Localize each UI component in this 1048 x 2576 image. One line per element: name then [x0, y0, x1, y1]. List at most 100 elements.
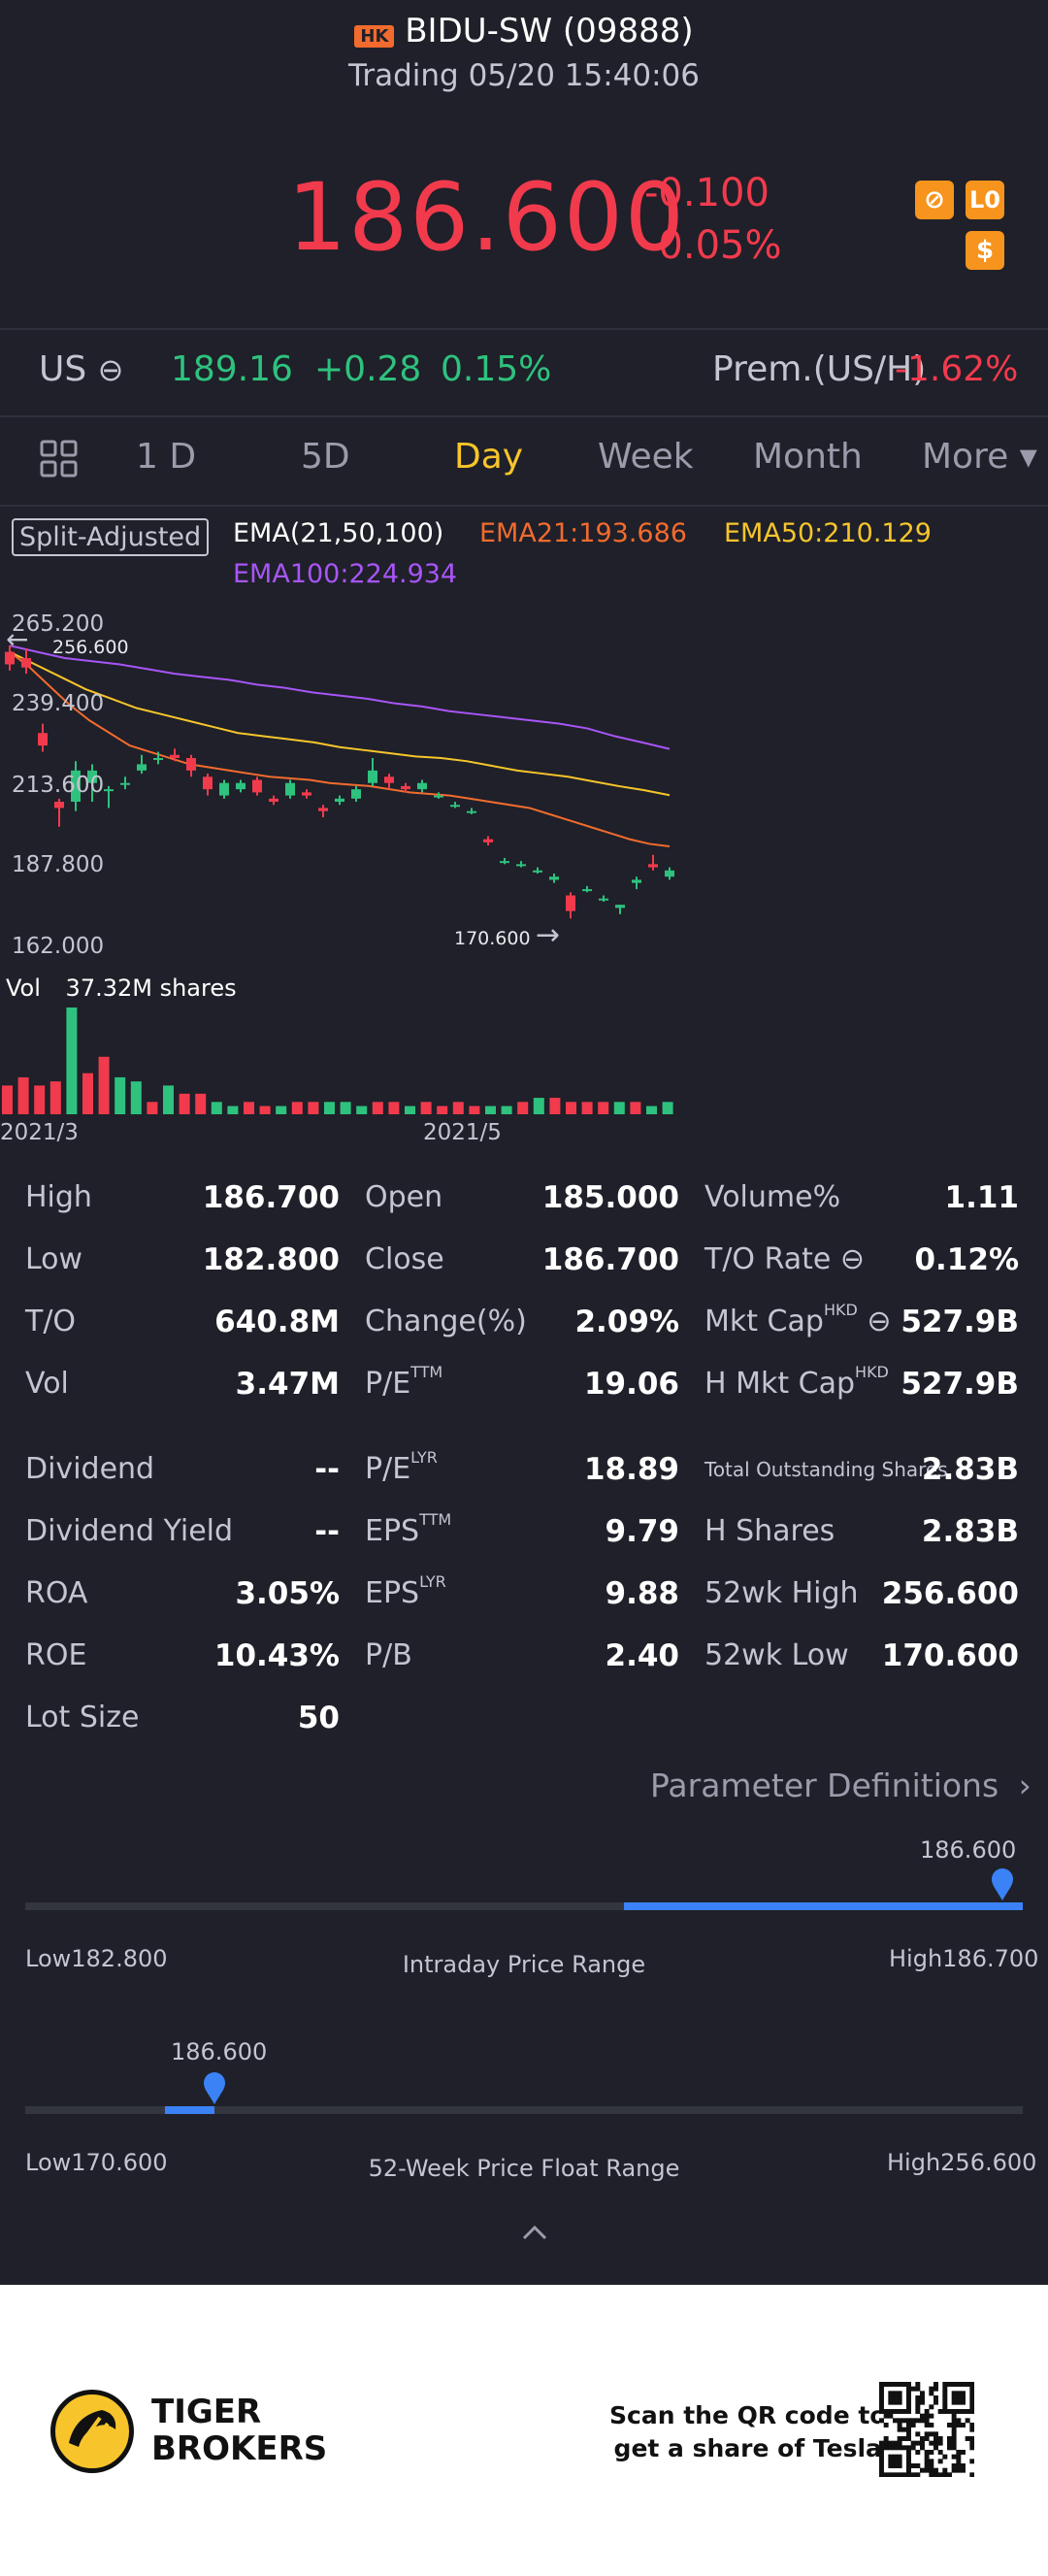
stat-value: 186.700	[202, 1180, 340, 1215]
stat-right-value: 0.12%	[914, 1242, 1019, 1277]
tab-1d[interactable]: 1 D	[136, 437, 197, 477]
tab-more[interactable]: More ▾	[922, 437, 1037, 477]
tab-month[interactable]: Month	[753, 437, 863, 477]
stat-mid-label: Change(%)	[365, 1305, 527, 1338]
us-label-text: US	[39, 349, 87, 389]
stat-right-superscript: HKD	[855, 1363, 889, 1381]
ema100-value: EMA100:224.934	[233, 559, 458, 589]
stat-mid-value: 19.06	[583, 1367, 679, 1402]
split-adjusted-button[interactable]: Split-Adjusted	[12, 518, 210, 556]
dollar-icon[interactable]: $	[966, 231, 1004, 270]
candle-body	[533, 870, 542, 873]
volume-bar	[613, 1102, 625, 1114]
volume-bar	[244, 1102, 254, 1114]
tab-week[interactable]: Week	[598, 437, 694, 477]
candle-body	[104, 789, 114, 792]
candle-body	[219, 782, 229, 796]
grid-icon[interactable]	[39, 439, 80, 479]
candle-body	[335, 798, 344, 803]
volume-bar	[17, 1076, 29, 1114]
volume-bar	[130, 1081, 142, 1114]
stat-right-value: 170.600	[881, 1638, 1019, 1673]
candle-body	[38, 733, 48, 746]
stock-title: HK BIDU-SW (09888)	[0, 12, 1048, 50]
stat-right-label: H Mkt CapHKD	[704, 1363, 889, 1401]
ema-params[interactable]: EMA(21,50,100)	[233, 518, 444, 548]
premium-label: Prem.(US/H)	[712, 349, 927, 389]
volume-bar	[324, 1102, 335, 1114]
x-tick: 2021/3	[0, 1120, 79, 1145]
candle-body	[434, 795, 443, 798]
ema21-value: EMA21:193.686	[479, 518, 687, 548]
price-change-pct: -0.05%	[644, 223, 782, 268]
parameter-definitions-link[interactable]: Parameter Definitions ›	[650, 1767, 1032, 1804]
stat-mid-label: Open	[365, 1180, 443, 1214]
us-quote-label[interactable]: US ⊖	[39, 349, 123, 389]
tab-5d[interactable]: 5D	[301, 437, 350, 477]
us-change-pct: 0.15%	[441, 349, 552, 389]
volume-bar	[356, 1106, 368, 1114]
week52-range-fill	[164, 2106, 215, 2114]
ema50-value: EMA50:210.129	[724, 518, 932, 548]
stat-right-label: 52wk Low	[704, 1638, 849, 1672]
trading-status: Trading 05/20 15:40:06	[347, 58, 700, 93]
candle-body	[549, 876, 559, 880]
stat-value: 640.8M	[214, 1305, 340, 1339]
stat-right-label: T/O Rate ⊖	[704, 1242, 866, 1276]
stat-mid-label: EPSTTM	[365, 1510, 452, 1548]
candle-body	[87, 770, 97, 783]
volume-bar	[533, 1098, 544, 1114]
volume-bar	[34, 1085, 46, 1114]
volume-bar	[179, 1093, 190, 1114]
candle-body	[252, 779, 262, 793]
volume-bar	[291, 1102, 303, 1114]
intraday-low: Low182.800	[25, 1945, 168, 1972]
location-pin-icon	[992, 1868, 1014, 1900]
market-closed-icon[interactable]: ⊘	[915, 181, 954, 219]
divider	[0, 415, 1048, 417]
stat-label: ROA	[25, 1576, 88, 1610]
info-icon[interactable]: ⊖	[857, 1305, 892, 1338]
volume-bar	[405, 1106, 415, 1114]
volume-bar	[82, 1073, 93, 1114]
level-zero-icon[interactable]: L0	[966, 181, 1004, 219]
candle-body	[351, 789, 361, 799]
week52-range-track	[25, 2106, 1023, 2114]
volume-bar	[211, 1102, 222, 1114]
candlestick-chart[interactable]	[0, 602, 1048, 1145]
week52-high: High256.600	[887, 2149, 1037, 2176]
volume-bar	[598, 1102, 609, 1114]
volume-bar	[308, 1102, 319, 1114]
candle-body	[417, 782, 427, 790]
stat-label: ROE	[25, 1638, 87, 1672]
volume-bar	[115, 1076, 126, 1114]
volume-bar	[420, 1102, 432, 1114]
info-icon[interactable]: ⊖	[97, 351, 124, 388]
volume-bar	[517, 1102, 529, 1114]
candle-body	[483, 839, 493, 842]
volume-bar	[276, 1106, 287, 1114]
scan-line2: get a share of Tesla	[613, 2434, 882, 2462]
stat-mid-label: EPSLYR	[365, 1572, 446, 1610]
candle-body	[21, 658, 31, 668]
candle-body	[120, 782, 130, 785]
volume-bar	[581, 1102, 593, 1114]
tab-day[interactable]: Day	[454, 437, 524, 477]
info-icon[interactable]: ⊖	[831, 1242, 866, 1276]
stat-mid-value: 9.79	[605, 1514, 680, 1549]
x-tick: 2021/5	[423, 1120, 502, 1145]
stat-value: 3.05%	[235, 1576, 340, 1611]
stat-right-value: 256.600	[881, 1576, 1019, 1611]
y-tick: 239.400	[12, 691, 105, 716]
stat-mid-label: Close	[365, 1242, 444, 1276]
candle-body	[5, 651, 15, 665]
candle-body	[203, 776, 213, 790]
candle-body	[368, 770, 377, 783]
candle-body	[71, 770, 81, 803]
chevron-up-icon[interactable]	[520, 2223, 549, 2246]
volume-bar	[630, 1102, 641, 1114]
intraday-current-label: 186.600	[920, 1836, 1017, 1864]
tiger-logo	[50, 2390, 134, 2473]
stat-label: High	[25, 1180, 92, 1214]
candle-body	[566, 895, 575, 911]
